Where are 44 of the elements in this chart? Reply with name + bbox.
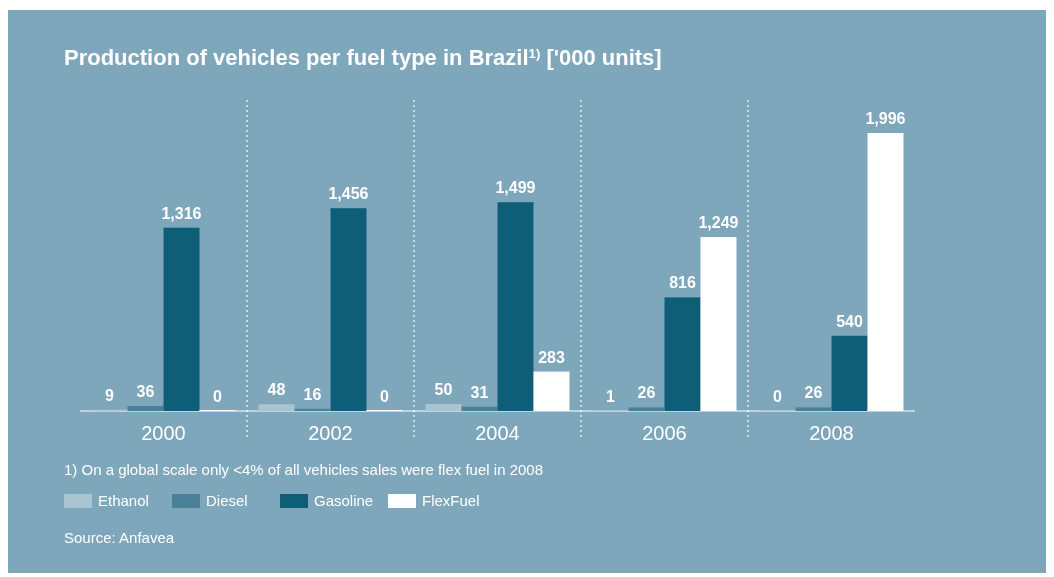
data-label: 0: [773, 388, 783, 405]
bar: [294, 408, 331, 411]
data-label: 1,499: [495, 179, 536, 197]
legend-label: Ethanol: [98, 492, 149, 509]
data-label: 31: [470, 383, 489, 401]
bar: [795, 407, 832, 411]
data-label: 1,456: [328, 185, 369, 203]
x-tick-label: 2008: [809, 422, 854, 444]
x-tick-label: 2002: [308, 422, 353, 444]
legend-label: FlexFuel: [422, 492, 480, 509]
data-label: 540: [836, 312, 863, 330]
bar: [127, 405, 164, 411]
bar: [628, 407, 665, 411]
legend-label: Gasoline: [314, 492, 374, 509]
data-label: 26: [804, 384, 823, 402]
x-tick-label: 2004: [475, 422, 520, 444]
data-label: 9: [105, 386, 115, 404]
data-label: 0: [380, 388, 390, 405]
data-label: 0: [213, 388, 223, 405]
data-label: 26: [637, 384, 656, 402]
data-label: 283: [538, 348, 565, 366]
x-tick-label: 2000: [141, 422, 186, 444]
source-note: Source: Anfavea: [64, 529, 175, 546]
data-label: 1,316: [161, 204, 202, 222]
bar: [664, 297, 701, 411]
data-label: 1,996: [865, 110, 906, 127]
x-tick-label: 2006: [642, 422, 687, 444]
text: 1) On a global scale only <4% of all vehicles sales were flex fuel in 2008: [64, 461, 544, 478]
data-label: 1,249: [698, 214, 739, 232]
bar: [425, 404, 462, 411]
data-label: 50: [434, 381, 453, 399]
data-label: 816: [669, 274, 696, 292]
data-label: 1: [606, 387, 616, 405]
bar: [330, 208, 367, 411]
bar: [831, 335, 868, 411]
data-label: 48: [267, 381, 286, 399]
bar: [163, 227, 200, 411]
data-label: 36: [136, 382, 155, 400]
bar: [258, 404, 295, 411]
bar: [461, 406, 498, 411]
data-label: 16: [303, 385, 322, 403]
bar: [497, 202, 534, 411]
chart-title: Production of vehicles per fuel type in Brazil$^{1)}$ ['000 units]: [64, 45, 662, 70]
legend-label: Diesel: [206, 492, 248, 509]
